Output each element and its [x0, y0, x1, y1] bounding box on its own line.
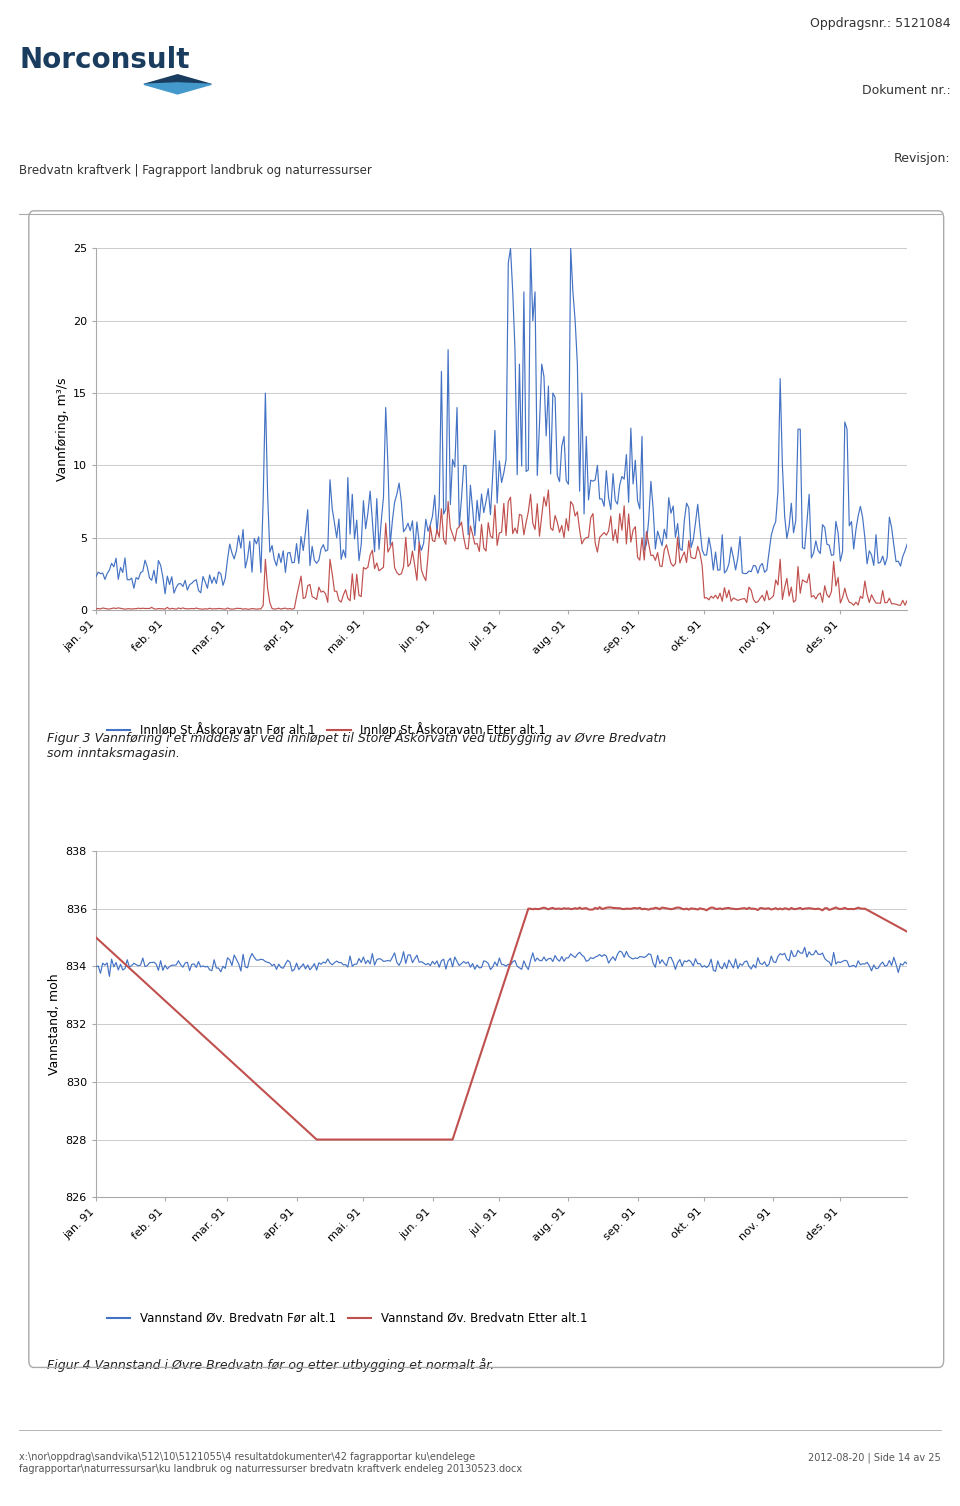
Text: Figur 4 Vannstand i Øvre Bredvatn før og etter utbygging et normalt år.: Figur 4 Vannstand i Øvre Bredvatn før og…	[47, 1358, 494, 1372]
Text: Oppdragsnr.: 5121084: Oppdragsnr.: 5121084	[810, 17, 950, 30]
Text: x:\nor\oppdrag\sandvika\512\10\5121055\4 resultatdokumenter\42 fagrapportar ku\e: x:\nor\oppdrag\sandvika\512\10\5121055\4…	[19, 1452, 522, 1474]
Y-axis label: Vannføring, m³/s: Vannføring, m³/s	[56, 378, 69, 480]
Text: Revisjon:: Revisjon:	[894, 152, 950, 164]
Legend: Innløp St.Åskoravatn Før alt.1, Innløp St.Åskoravatn Etter alt.1: Innløp St.Åskoravatn Før alt.1, Innløp S…	[102, 717, 551, 741]
Legend: Vannstand Øv. Bredvatn Før alt.1, Vannstand Øv. Bredvatn Etter alt.1: Vannstand Øv. Bredvatn Før alt.1, Vannst…	[102, 1307, 592, 1330]
Text: Bredvatn kraftverk | Fagrapport landbruk og naturressurser: Bredvatn kraftverk | Fagrapport landbruk…	[19, 164, 372, 178]
Text: Dokument nr.:: Dokument nr.:	[862, 84, 950, 98]
Text: 2012-08-20 | Side 14 av 25: 2012-08-20 | Side 14 av 25	[808, 1452, 941, 1462]
Polygon shape	[144, 75, 211, 86]
Y-axis label: Vannstand, moh: Vannstand, moh	[48, 973, 61, 1075]
Polygon shape	[144, 83, 211, 93]
Text: Figur 3 Vannføring i et middels år ved innløpet til Store Åskorvatn ved utbyggin: Figur 3 Vannføring i et middels år ved i…	[47, 730, 666, 761]
Text: Norconsult: Norconsult	[19, 47, 190, 74]
